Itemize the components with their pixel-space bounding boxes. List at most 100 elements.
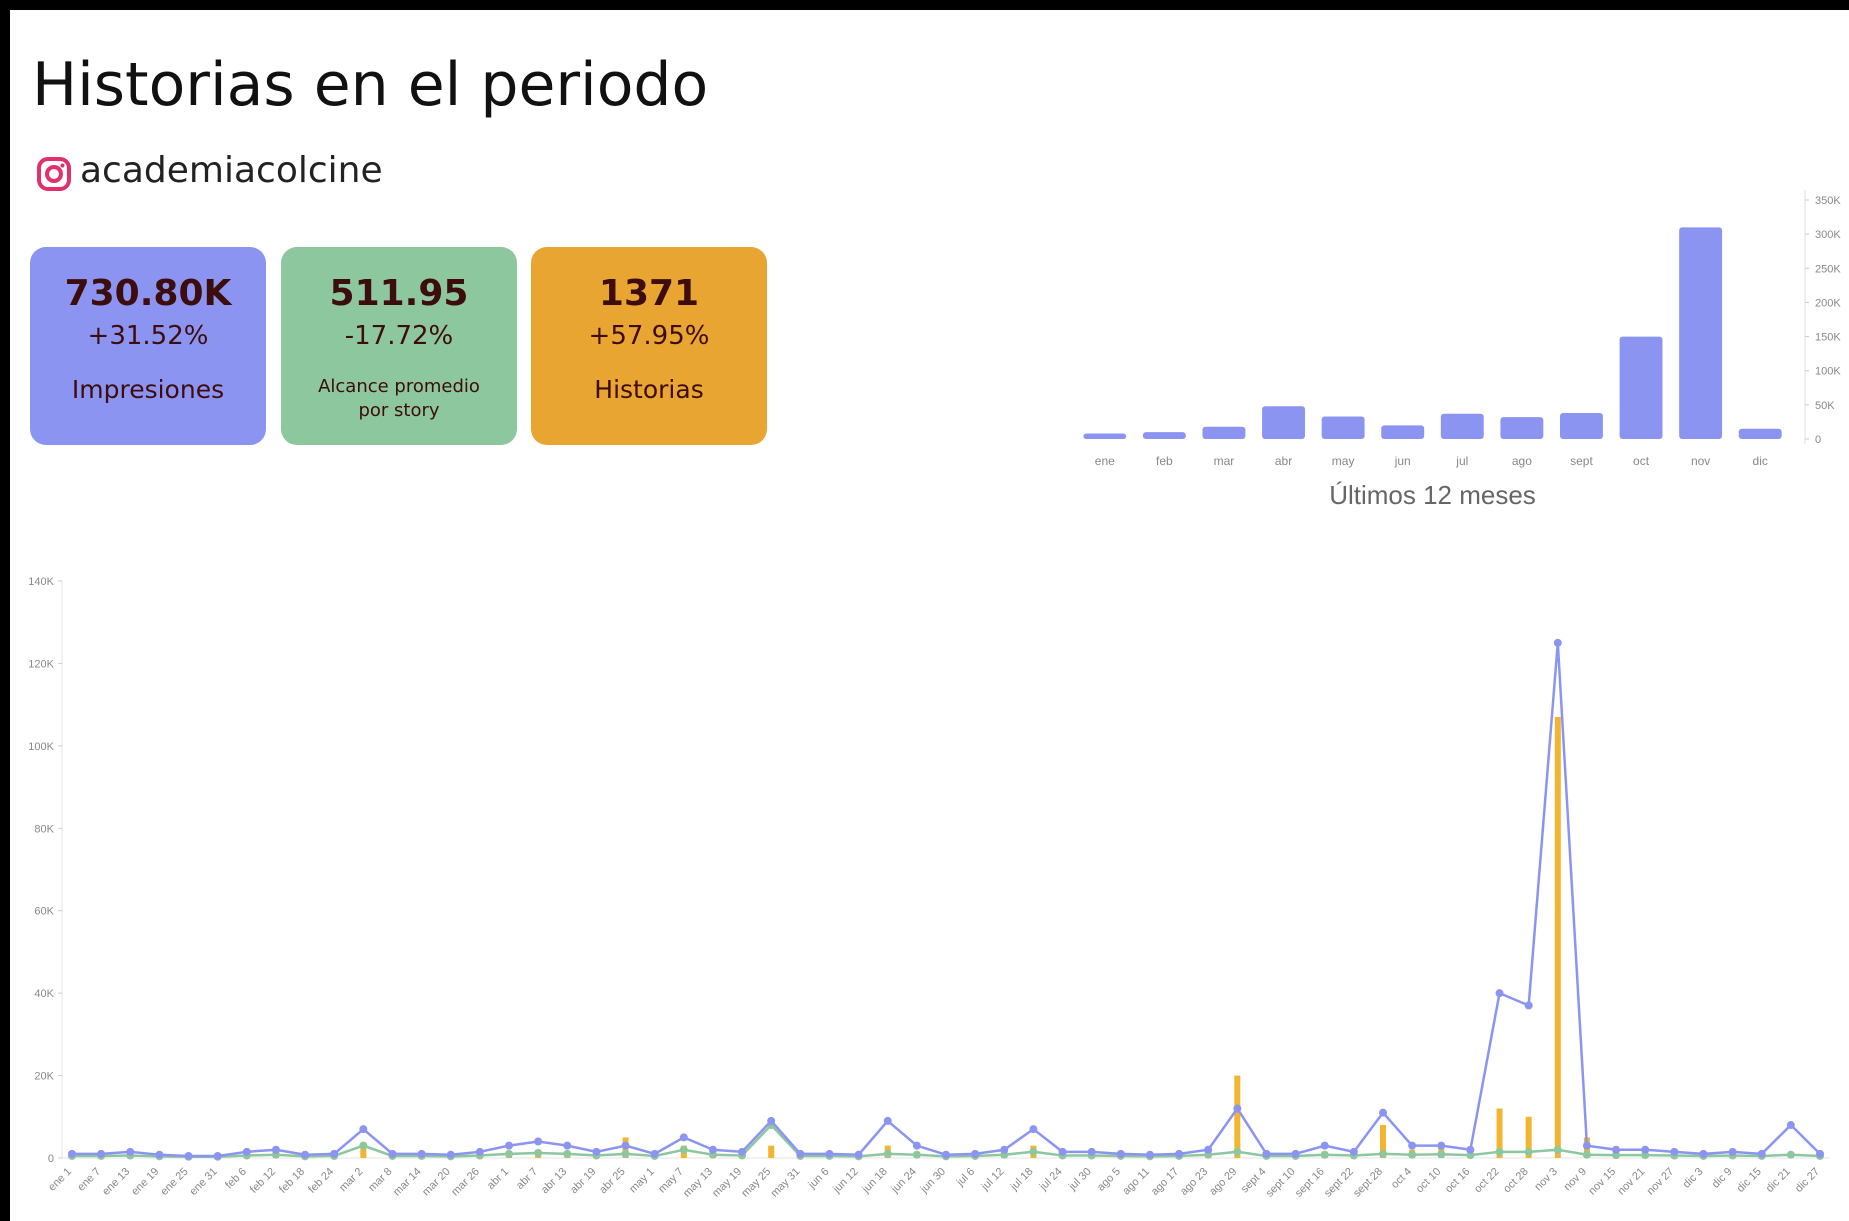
point [68,1149,76,1158]
point [738,1147,747,1156]
x-tick-label: ene [1095,454,1115,468]
point [1495,989,1504,998]
x-tick-label: ene 31 [188,1166,220,1198]
x-tick-label: jul 30 [1066,1166,1094,1194]
x-tick-label: jun 6 [806,1166,832,1192]
x-tick-label: dic 15 [1735,1166,1764,1195]
point [1116,1149,1125,1158]
x-tick-label: may 1 [627,1166,657,1196]
x-tick-label: ago [1512,454,1532,468]
x-tick-label: abr 19 [568,1166,599,1197]
point [1816,1149,1824,1158]
point [1175,1149,1184,1158]
point [1786,1121,1795,1130]
point [1320,1150,1329,1159]
point [1204,1145,1213,1154]
x-tick-label: mar [1214,454,1235,468]
x-tick-label: nov [1691,454,1710,468]
bar [1496,1108,1503,1158]
x-tick-label: may 13 [681,1166,715,1200]
point [1379,1149,1387,1158]
x-tick-label: ene 13 [100,1166,132,1198]
y-tick-label: 40K [34,988,54,1000]
point [97,1149,106,1158]
point [1553,638,1562,647]
point [1757,1149,1766,1158]
point [854,1150,863,1159]
x-tick-label: jun 30 [918,1166,948,1196]
y-tick-label: 120K [28,658,54,670]
x-tick-label: sept 10 [1264,1166,1298,1200]
bar [1142,432,1186,439]
point [1524,1001,1533,1010]
point [1553,1145,1562,1154]
bar [1262,406,1305,439]
x-tick-label: sept 22 [1322,1166,1356,1200]
point [679,1145,688,1154]
card-label: Impresiones [71,375,225,404]
dashboard: Historias en el periodo academiacolcine … [10,10,1849,1221]
x-tick-label: feb 6 [223,1166,249,1192]
x-tick-label: dic 9 [1710,1166,1735,1191]
bar [1202,426,1246,439]
x-tick-label: dic [1753,454,1768,468]
point [475,1147,484,1156]
x-tick-label: jun [1394,454,1411,468]
card: 730.80K +31.52% Impresiones [30,247,266,445]
x-tick-label: mar 14 [391,1166,424,1199]
y-tick-label: 60K [34,906,54,918]
point [1029,1147,1038,1156]
x-tick-label: abr 1 [485,1166,511,1192]
x-axis-label: Últimos 12 meses [1329,480,1536,510]
x-tick-label: sept 28 [1351,1166,1385,1200]
point [912,1141,921,1150]
point [942,1150,950,1159]
x-tick-label: ene 19 [129,1166,161,1198]
card-change: +57.95% [588,321,710,351]
point [417,1149,426,1158]
x-tick-label: may [1332,454,1355,468]
x-tick-label: oct 16 [1443,1166,1473,1196]
x-tick-label: jul 6 [954,1166,977,1189]
y-tick-label: 150K [1815,332,1841,344]
point [1349,1147,1358,1156]
x-tick-label: oct 22 [1472,1166,1502,1196]
point [1582,1141,1591,1150]
card: 1371 +57.95% Historias [531,247,767,445]
point [1466,1145,1475,1154]
bar [1440,413,1484,439]
point [796,1149,805,1158]
point [1437,1141,1446,1150]
x-tick-label: nov 15 [1586,1166,1618,1198]
x-tick-label: dic 3 [1681,1166,1706,1191]
point [1320,1141,1329,1150]
x-tick-label: abr 25 [597,1166,628,1197]
point [446,1150,455,1159]
point [534,1149,543,1158]
point [1291,1149,1300,1158]
x-tick-label: mar 20 [420,1166,453,1199]
x-tick-label: mar 2 [337,1166,365,1194]
y-tick-label: 250K [1815,263,1841,275]
point [126,1147,135,1156]
point [213,1151,222,1160]
bar [1560,413,1603,439]
point [1728,1147,1737,1156]
point [271,1145,280,1154]
x-tick-label: sept 16 [1293,1166,1327,1200]
point [1408,1141,1417,1150]
bar [1234,1075,1241,1158]
point [1670,1147,1679,1156]
card-label: Historias [594,375,704,404]
x-tick-label: ene 1 [46,1166,74,1194]
point [242,1147,251,1156]
point [1233,1104,1242,1113]
y-tick-label: 80K [34,823,54,835]
point [534,1137,543,1146]
point [621,1141,630,1150]
x-tick-label: jun 12 [830,1166,860,1196]
x-tick-label: oct [1633,454,1650,468]
point [505,1141,513,1150]
bar [1679,227,1723,439]
x-tick-label: dic 21 [1764,1166,1793,1195]
